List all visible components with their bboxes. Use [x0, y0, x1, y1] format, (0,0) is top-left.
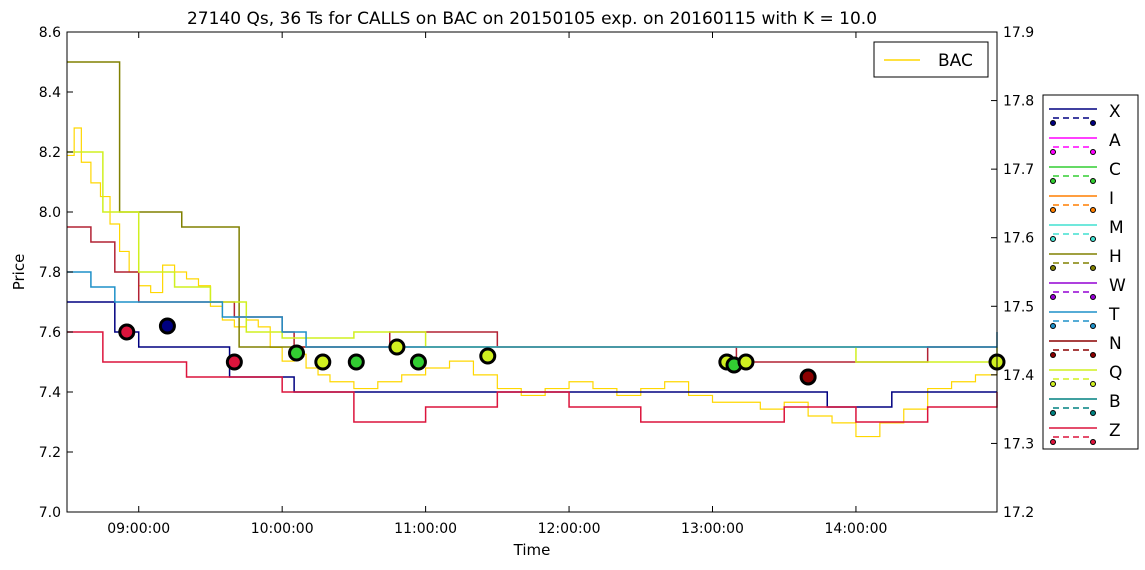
x-tick-label: 14:00:00	[825, 521, 888, 537]
legend-dot	[1090, 294, 1096, 300]
legend-dot	[1050, 178, 1056, 184]
x-tick-label: 11:00:00	[394, 521, 457, 537]
y-tick-label: 7.0	[39, 505, 61, 521]
y-tick-label: 8.6	[39, 25, 61, 41]
legend-label: Z	[1109, 421, 1121, 441]
legend-dot	[1090, 381, 1096, 387]
legend-dot	[1090, 352, 1096, 358]
trade-marker	[799, 368, 817, 386]
legend-dot	[1090, 265, 1096, 271]
y2-tick-label: 17.4	[1003, 368, 1034, 384]
x-tick-label: 10:00:00	[251, 521, 314, 537]
legend-dot	[1090, 439, 1096, 445]
legend-dot	[1090, 323, 1096, 329]
legend-dot	[1050, 149, 1056, 155]
y2-tick-label: 17.5	[1003, 299, 1034, 315]
legend-label: I	[1109, 189, 1114, 209]
y2-tick-label: 17.9	[1003, 25, 1034, 41]
y2-tick-label: 17.3	[1003, 436, 1034, 452]
series-line	[67, 331, 998, 423]
y-tick-label: 7.2	[39, 445, 61, 461]
legend-label: A	[1109, 131, 1121, 151]
x-tick-label: 13:00:00	[681, 521, 744, 537]
series-line	[67, 271, 998, 348]
y2-tick-label: 17.8	[1003, 94, 1034, 110]
legend-dot	[1090, 149, 1096, 155]
legend-dot	[1050, 439, 1056, 445]
trade-marker	[388, 338, 406, 356]
legend-dot	[1050, 207, 1056, 213]
trade-marker	[314, 353, 332, 371]
trade-marker	[225, 353, 243, 371]
legend-label: N	[1109, 334, 1122, 354]
legend-dot	[1090, 410, 1096, 416]
trade-marker	[288, 344, 306, 362]
trade-marker	[158, 317, 176, 335]
trade-marker	[409, 353, 427, 371]
legend-label: X	[1109, 102, 1121, 122]
legend-label: T	[1108, 305, 1120, 325]
exchange-legend-box	[1042, 94, 1139, 450]
legend-dot	[1090, 178, 1096, 184]
legend-label: W	[1109, 276, 1126, 296]
y-tick-label: 8.4	[39, 85, 61, 101]
legend-dot	[1090, 207, 1096, 213]
legend-label: M	[1109, 218, 1124, 238]
x-tick-label: 12:00:00	[538, 521, 601, 537]
legend-label: H	[1109, 247, 1122, 267]
inner-legend-label: BAC	[938, 51, 973, 71]
y-tick-label: 7.6	[39, 325, 61, 341]
y2-tick-label: 17.2	[1003, 505, 1034, 521]
series-line	[67, 127, 998, 438]
series-line	[67, 301, 997, 408]
y2-tick-label: 17.7	[1003, 162, 1034, 178]
x-axis-label: Time	[513, 541, 551, 559]
y-tick-label: 8.2	[39, 145, 61, 161]
trade-marker	[347, 353, 365, 371]
y-axis-label: Price	[10, 254, 28, 291]
plot-area	[67, 32, 997, 512]
chart-title: 27140 Qs, 36 Ts for CALLS on BAC on 2015…	[187, 9, 877, 29]
trade-marker	[118, 323, 136, 341]
legend-dot	[1050, 120, 1056, 126]
legend-dot	[1050, 236, 1056, 242]
legend-dot	[1090, 236, 1096, 242]
legend-dot	[1050, 294, 1056, 300]
legend-dot	[1050, 323, 1056, 329]
legend-dot	[1050, 381, 1056, 387]
legend-dot	[1050, 265, 1056, 271]
y-tick-label: 7.8	[39, 265, 61, 281]
trade-marker	[479, 347, 497, 365]
legend-dot	[1090, 120, 1096, 126]
legend-label: Q	[1109, 363, 1122, 383]
legend-label: C	[1109, 160, 1121, 180]
y-tick-label: 7.4	[39, 385, 61, 401]
trade-marker	[737, 353, 755, 371]
inner-legend: BAC	[873, 41, 989, 78]
legend-label: B	[1109, 392, 1121, 412]
x-tick-label: 09:00:00	[107, 521, 170, 537]
legend-dot	[1050, 410, 1056, 416]
y2-tick-label: 17.6	[1003, 231, 1034, 247]
y-tick-label: 8.0	[39, 205, 61, 221]
legend-dot	[1050, 352, 1056, 358]
